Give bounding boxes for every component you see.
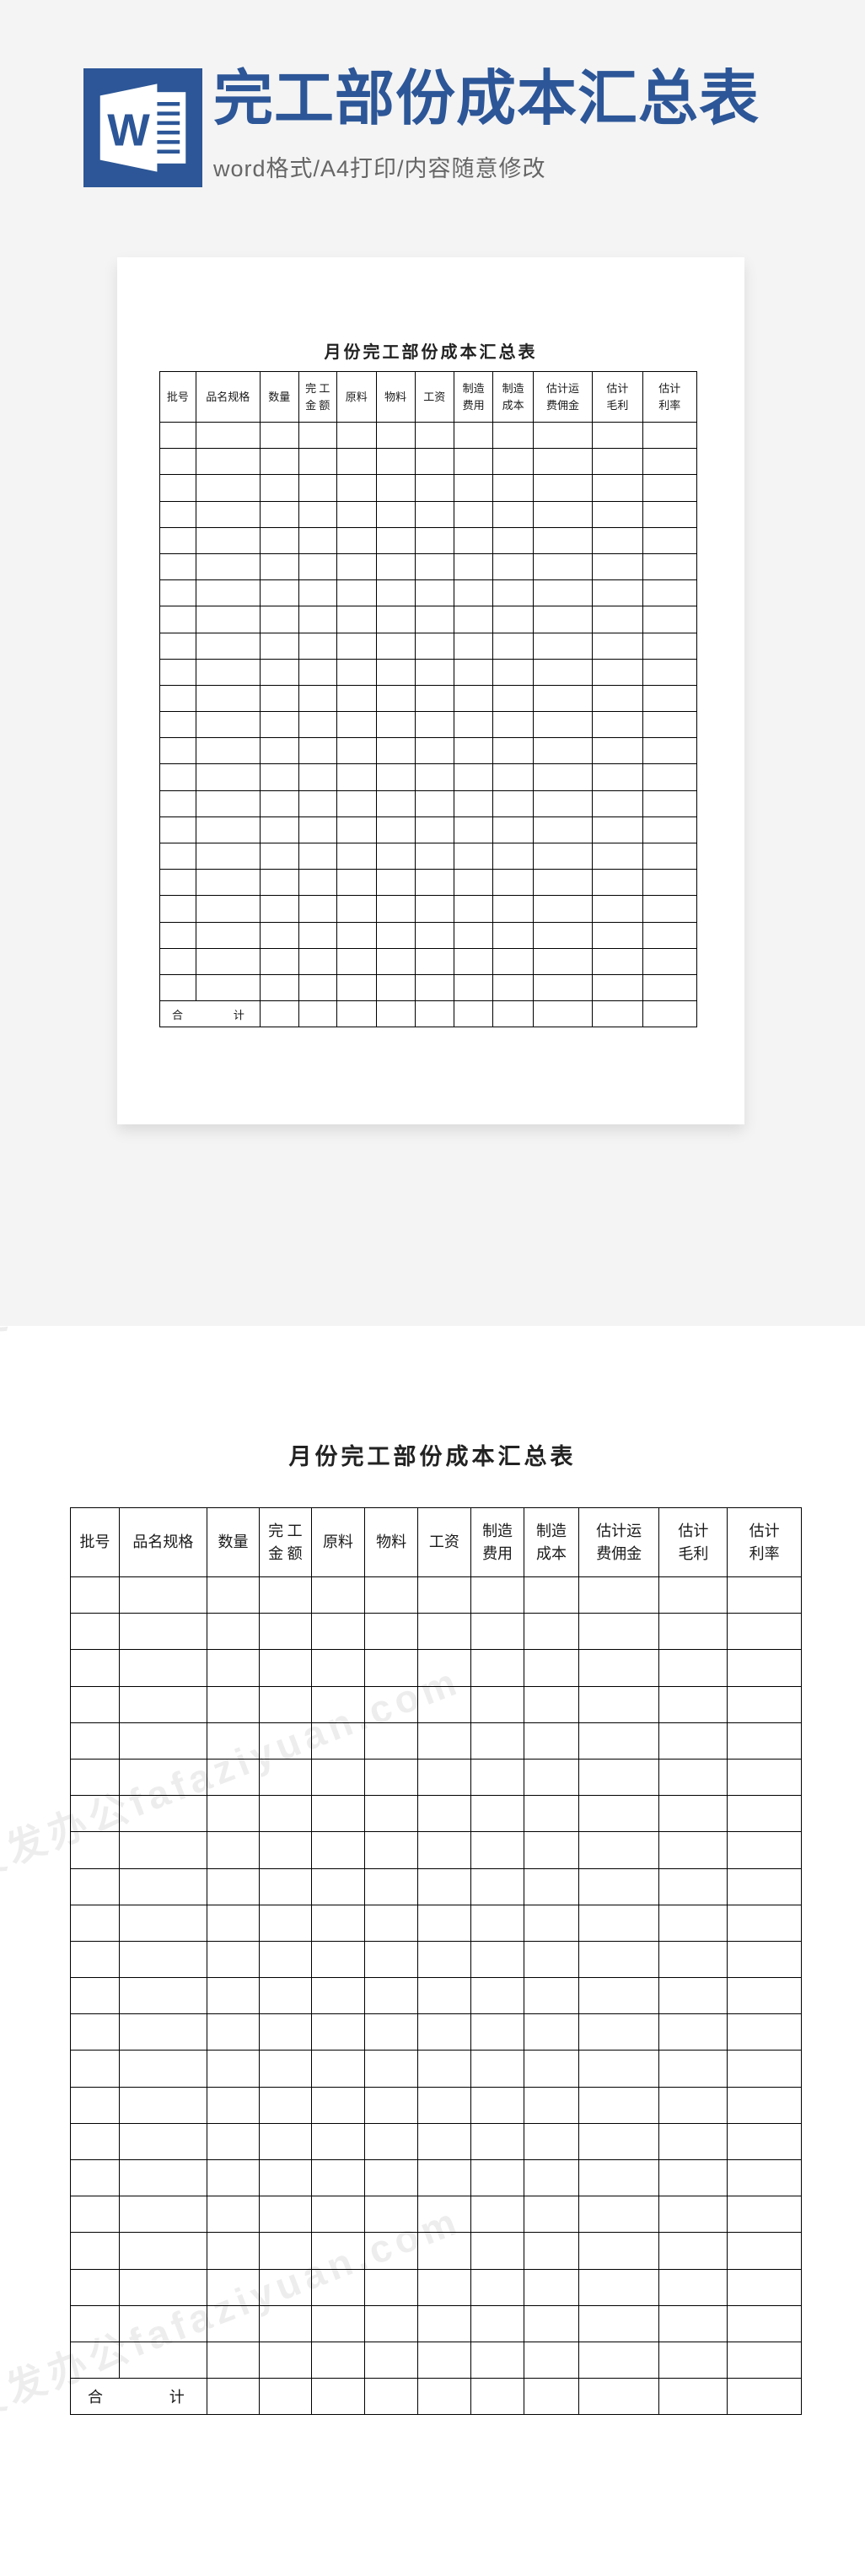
svg-text:W: W — [107, 105, 150, 156]
